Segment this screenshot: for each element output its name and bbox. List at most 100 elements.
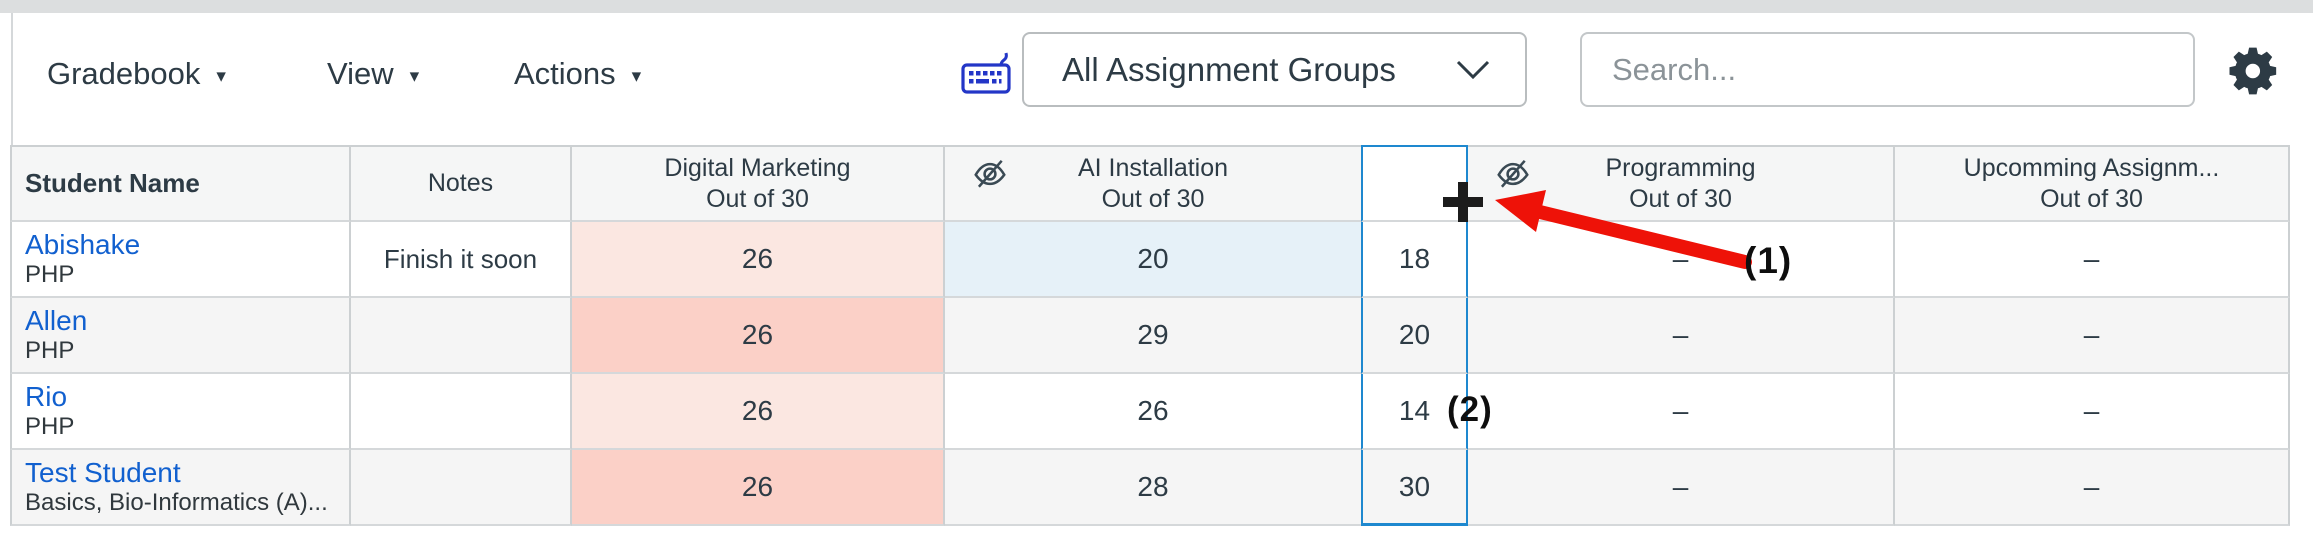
- grade-value: –: [1672, 319, 1689, 350]
- column-header-points: Out of 30: [1629, 184, 1732, 213]
- column-header-digital_marketing[interactable]: Digital Marketing Out of 30: [572, 145, 945, 222]
- digital_marketing-cell[interactable]: 26: [572, 298, 945, 374]
- grade-value: 14: [1398, 395, 1431, 426]
- grade-value: 26: [741, 319, 774, 350]
- notes-cell[interactable]: Finish it soon: [351, 222, 572, 298]
- notes-cell[interactable]: [351, 374, 572, 450]
- left-border-line: [11, 13, 13, 145]
- new_column-cell[interactable]: 20: [1361, 298, 1468, 374]
- column-header-label: Notes: [427, 169, 494, 197]
- column-header-points: Out of 30: [706, 184, 809, 213]
- programming-cell[interactable]: –: [1468, 450, 1895, 526]
- programming-cell[interactable]: –: [1468, 298, 1895, 374]
- student-section-label: Basics, Bio-Informatics (A)...: [25, 489, 328, 516]
- grade-value: 26: [741, 243, 774, 274]
- table-row: Test Student Basics, Bio-Informatics (A).…: [10, 450, 2290, 526]
- search-input[interactable]: [1580, 32, 2195, 107]
- student-section-label: PHP: [25, 261, 75, 288]
- student-name-link[interactable]: Rio: [25, 381, 68, 412]
- hidden-eye-icon: [974, 159, 1006, 188]
- gradebook-toolbar: Gradebook ▾ View ▾ Actions ▾: [0, 13, 2313, 145]
- new_column-cell[interactable]: 14: [1361, 374, 1468, 450]
- grade-value: 26: [741, 395, 774, 426]
- student-cell[interactable]: Abishake PHP: [10, 222, 351, 298]
- ai_installation-cell[interactable]: 20: [945, 222, 1361, 298]
- column-header-label: Student Name: [25, 168, 200, 198]
- column-header-student[interactable]: Student Name: [10, 145, 351, 222]
- digital_marketing-cell[interactable]: 26: [572, 222, 945, 298]
- student-cell[interactable]: Test Student Basics, Bio-Informatics (A).…: [10, 450, 351, 526]
- column-header-new_column[interactable]: [1361, 145, 1468, 222]
- column-header-ai_installation[interactable]: AI Installation Out of 30: [945, 145, 1361, 222]
- upcoming-cell[interactable]: –: [1895, 450, 2290, 526]
- chevron-down-icon: [1455, 59, 1491, 81]
- grade-value: –: [1672, 395, 1689, 426]
- grade-value: –: [1672, 243, 1689, 274]
- grade-value: 29: [1137, 319, 1169, 350]
- grade-value: –: [2083, 319, 2100, 350]
- grade-value: 26: [741, 471, 774, 502]
- grade-value: 26: [1137, 395, 1169, 426]
- column-header-notes[interactable]: Notes: [351, 145, 572, 222]
- notes-cell[interactable]: [351, 450, 572, 526]
- grade-value: –: [1672, 471, 1689, 502]
- grade-value: 28: [1137, 471, 1169, 502]
- caret-down-icon: ▾: [631, 65, 642, 87]
- programming-cell[interactable]: –: [1468, 374, 1895, 450]
- upcoming-cell[interactable]: –: [1895, 298, 2290, 374]
- column-header-upcoming[interactable]: Upcomming Assignm... Out of 30: [1895, 145, 2290, 222]
- upcoming-cell[interactable]: –: [1895, 374, 2290, 450]
- view-menu[interactable]: View ▾: [327, 46, 419, 102]
- assignment-groups-dropdown[interactable]: All Assignment Groups: [1022, 32, 1527, 107]
- grade-value: 20: [1137, 243, 1169, 274]
- grade-value: 20: [1398, 319, 1431, 350]
- student-name-link[interactable]: Allen: [25, 305, 88, 336]
- caret-down-icon: ▾: [409, 65, 420, 87]
- view-menu-label: View: [327, 56, 394, 91]
- grid-header-row: Student Name Notes Digital Marketing Out of…: [10, 145, 2290, 222]
- column-header-title: Programming: [1605, 153, 1756, 182]
- actions-menu-label: Actions: [514, 56, 616, 91]
- ai_installation-cell[interactable]: 26: [945, 374, 1361, 450]
- student-name-link[interactable]: Abishake: [25, 229, 141, 260]
- student-section-label: PHP: [25, 337, 75, 364]
- new_column-cell[interactable]: 18: [1361, 222, 1468, 298]
- new_column-cell[interactable]: 30: [1361, 450, 1468, 526]
- column-header-points: Out of 30: [2040, 184, 2143, 213]
- gradebook-grid: Student Name Notes Digital Marketing Out of…: [10, 145, 2290, 526]
- student-name-link[interactable]: Test Student: [25, 457, 181, 488]
- column-header-title: Digital Marketing: [664, 153, 851, 182]
- column-header-points: Out of 30: [1101, 184, 1205, 213]
- hidden-eye-icon: [1497, 159, 1529, 188]
- column-header-title: AI Installation: [1077, 153, 1229, 182]
- grade-value: –: [2083, 471, 2100, 502]
- upcoming-cell[interactable]: –: [1895, 222, 2290, 298]
- table-row: Rio PHP 26 26 14 – –: [10, 374, 2290, 450]
- assignment-groups-dropdown-value: All Assignment Groups: [1062, 50, 1396, 88]
- gradebook-menu-label: Gradebook: [47, 56, 201, 91]
- grade-value: 18: [1398, 243, 1431, 274]
- student-cell[interactable]: Allen PHP: [10, 298, 351, 374]
- table-row: Allen PHP 26 29 20 – –: [10, 298, 2290, 374]
- grade-value: –: [2083, 243, 2100, 274]
- programming-cell[interactable]: –: [1468, 222, 1895, 298]
- gradebook-menu[interactable]: Gradebook ▾: [47, 46, 226, 102]
- grade-value: –: [2083, 395, 2100, 426]
- top-border-strip: [0, 0, 2313, 13]
- digital_marketing-cell[interactable]: 26: [572, 374, 945, 450]
- note-text: Finish it soon: [383, 243, 538, 274]
- column-header-title: Upcomming Assignm...: [1963, 153, 2220, 182]
- settings-gear-icon[interactable]: [2226, 43, 2282, 99]
- digital_marketing-cell[interactable]: 26: [572, 450, 945, 526]
- ai_installation-cell[interactable]: 28: [945, 450, 1361, 526]
- actions-menu[interactable]: Actions ▾: [514, 46, 641, 102]
- grade-value: 30: [1398, 470, 1431, 502]
- ai_installation-cell[interactable]: 29: [945, 298, 1361, 374]
- table-row: Abishake PHP Finish it soon 26 20 18 – –: [10, 222, 2290, 298]
- student-section-label: PHP: [25, 413, 75, 440]
- student-cell[interactable]: Rio PHP: [10, 374, 351, 450]
- notes-cell[interactable]: [351, 298, 572, 374]
- column-header-programming[interactable]: Programming Out of 30: [1468, 145, 1895, 222]
- keyboard-shortcuts-icon[interactable]: [960, 49, 1012, 97]
